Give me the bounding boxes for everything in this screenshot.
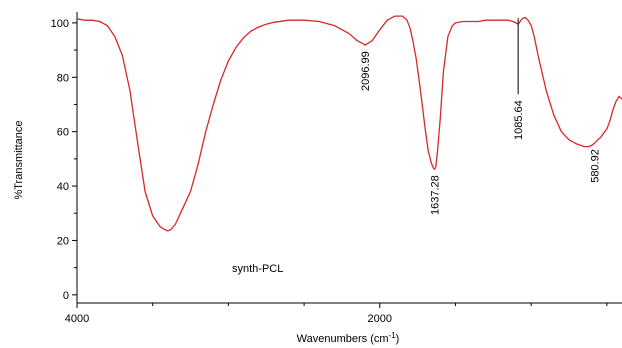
x-tick-label: 2000 (368, 313, 392, 325)
peak-label: 1637.28 (430, 175, 442, 215)
peak-label: 580.92 (590, 149, 602, 183)
y-axis-title: %Transmittance (13, 120, 25, 199)
x-tick-label: 4000 (65, 313, 89, 325)
peak-label: 2096.99 (360, 51, 372, 91)
spectrum-line (76, 15, 622, 232)
y-tick-label: 0 (63, 290, 69, 302)
y-tick-label: 20 (57, 235, 69, 247)
peak-label: 1085.64 (513, 100, 525, 140)
sample-annotation: synth-PCL (232, 263, 283, 275)
marks: 2096.99 1637.28 1085.64 580.92 (76, 15, 622, 232)
x-axis-title: Wavenumbers (cm-1) (297, 331, 400, 345)
y-tick-label: 80 (57, 72, 69, 84)
y-tick-label: 60 (57, 127, 69, 139)
axes: 0 20 40 60 80 100 4000 2000 (51, 12, 622, 325)
y-tick-label: 40 (57, 181, 69, 193)
y-tick-label: 100 (51, 18, 69, 30)
